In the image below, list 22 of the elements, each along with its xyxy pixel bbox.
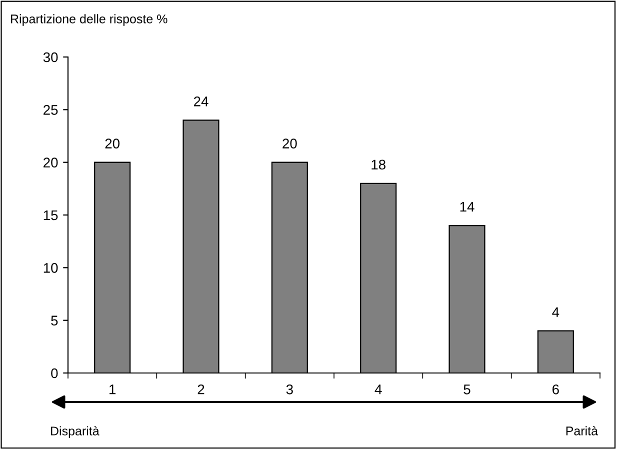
y-tick-label: 0 <box>51 368 58 378</box>
y-tick-label: 5 <box>51 316 58 326</box>
y-tick-label: 20 <box>44 158 58 168</box>
data-label: 4 <box>552 307 560 317</box>
chart-title: Ripartizione delle risposte % <box>11 14 168 26</box>
y-tick-label: 15 <box>44 210 58 220</box>
data-label: 14 <box>460 202 474 212</box>
y-tick-label: 10 <box>44 263 58 273</box>
x-tick-label: 6 <box>552 384 559 394</box>
data-label: 24 <box>194 96 208 106</box>
data-label: 20 <box>105 138 120 148</box>
y-tick-label: 25 <box>44 105 58 115</box>
y-tick-label: 30 <box>43 52 58 62</box>
data-label: 18 <box>372 160 386 170</box>
x-tick-label: 4 <box>374 384 382 394</box>
x-tick-label: 1 <box>110 384 116 394</box>
x-tick-label: 5 <box>464 384 470 394</box>
data-label: 20 <box>282 138 297 148</box>
text: Parità <box>566 426 598 436</box>
x-tick-label: 3 <box>286 384 293 394</box>
x-tick-label: 2 <box>198 384 204 394</box>
text: Disparità <box>51 426 100 438</box>
